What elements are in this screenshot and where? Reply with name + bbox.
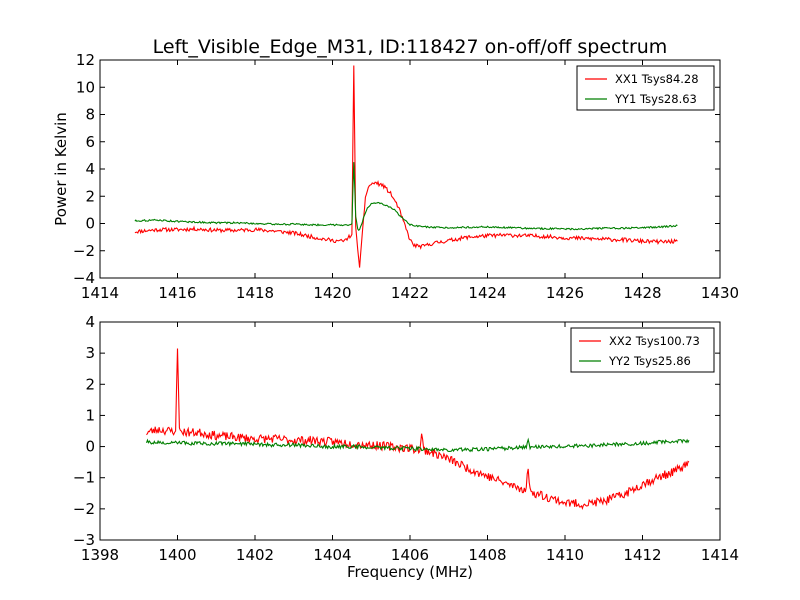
y-tick-label: 10 (76, 78, 95, 96)
y-tick-label: 2 (85, 187, 95, 205)
y-tick-label: 8 (85, 106, 95, 124)
y-tick-label: 4 (85, 160, 95, 178)
y-tick-label: 2 (85, 375, 95, 393)
x-tick-label: 1398 (81, 546, 119, 564)
legend: XX2 Tsys100.73 YY2 Tsys25.86 (570, 327, 715, 373)
legend-label: YY2 Tsys25.86 (608, 354, 691, 368)
x-axis-label: Frequency (MHz) (347, 563, 473, 581)
series-line-yy (134, 162, 678, 231)
y-tick-label: 12 (76, 51, 95, 69)
x-tick-label: 1400 (158, 546, 196, 564)
bottom-spectrum-chart: 1398 1400 1402 1404 1406 1408 1410 1412 1414−3−2… (73, 313, 739, 581)
x-tick-label: 1408 (468, 546, 506, 564)
y-tick-label: 0 (85, 215, 95, 233)
x-tick-label: 1406 (391, 546, 429, 564)
y-tick-label: 4 (85, 313, 95, 331)
x-tick-label: 1430 (701, 284, 739, 302)
x-tick-label: 1414 (81, 284, 119, 302)
series-line-xx (146, 348, 690, 510)
series-line-xx (134, 65, 678, 268)
x-tick-label: 1412 (623, 546, 661, 564)
x-tick-label: 1420 (313, 284, 351, 302)
x-tick-label: 1404 (313, 546, 351, 564)
y-axis-label: Power in Kelvin (52, 112, 70, 226)
y-tick-label: 3 (85, 344, 95, 362)
y-tick-label: 0 (85, 438, 95, 456)
series-line-yy (145, 437, 690, 453)
x-tick-label: 1418 (236, 284, 274, 302)
x-tick-label: 1402 (236, 546, 274, 564)
x-tick-label: 1428 (623, 284, 661, 302)
y-tick-label: 1 (85, 406, 95, 424)
x-tick-label: 1416 (158, 284, 196, 302)
legend: XX1 Tsys84.28 YY1 Tsys28.63 (576, 65, 715, 111)
legend-label: XX2 Tsys100.73 (609, 334, 700, 348)
legend-label: YY1 Tsys28.63 (614, 92, 697, 106)
y-tick-label: −3 (73, 531, 95, 549)
x-tick-label: 1424 (468, 284, 506, 302)
x-tick-label: 1414 (701, 546, 739, 564)
y-tick-label: −2 (73, 242, 95, 260)
chart-title: Left_Visible_Edge_M31, ID:118427 on-off/… (153, 36, 668, 58)
x-tick-label: 1426 (546, 284, 584, 302)
legend-label: XX1 Tsys84.28 (615, 72, 699, 86)
y-tick-label: −2 (73, 500, 95, 518)
top-spectrum-chart: 1414 1416 1418 1420 1422 1424 1426 1428 1430 −4 −2… (52, 51, 739, 302)
x-tick-label: 1422 (391, 284, 429, 302)
y-tick-label: −4 (73, 269, 95, 287)
x-tick-label: 1410 (546, 546, 584, 564)
y-tick-label: −1 (73, 469, 95, 487)
y-tick-label: 6 (85, 133, 95, 151)
